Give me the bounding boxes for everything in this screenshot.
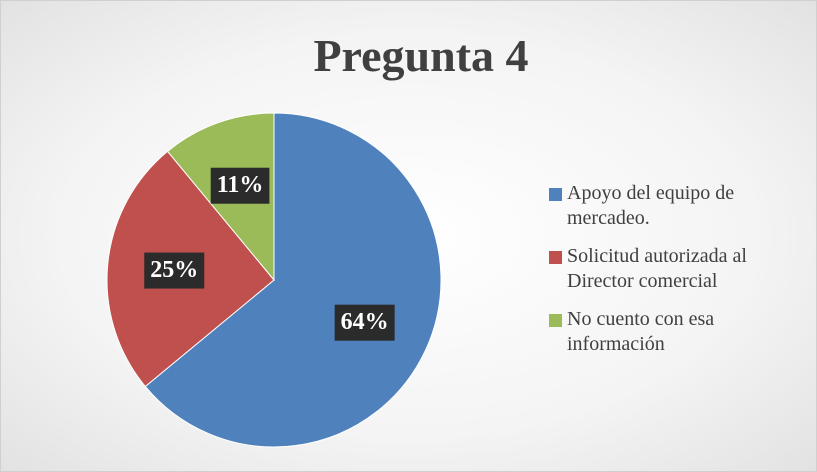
chart-title: Pregunta 4	[313, 30, 528, 81]
legend: Apoyo del equipo de mercadeo. Solicitud a…	[549, 181, 799, 370]
legend-swatch	[549, 251, 562, 264]
legend-item: Solicitud autorizada al Director comerci…	[549, 244, 799, 294]
data-label: 11%	[217, 172, 264, 198]
legend-item: No cuento con esa información	[549, 307, 799, 357]
legend-swatch	[549, 188, 562, 201]
legend-label: No cuento con esa información	[567, 308, 715, 355]
data-label: 64%	[341, 309, 389, 335]
legend-label: Apoyo del equipo de mercadeo.	[567, 182, 735, 229]
legend-swatch	[549, 314, 562, 327]
data-label-box	[210, 167, 270, 204]
data-label-box	[334, 304, 395, 341]
legend-item: Apoyo del equipo de mercadeo.	[549, 181, 799, 231]
data-label: 25%	[150, 257, 198, 283]
data-label-box	[144, 252, 205, 289]
legend-label: Solicitud autorizada al Director comerci…	[567, 245, 747, 292]
pie-slice	[144, 112, 442, 448]
